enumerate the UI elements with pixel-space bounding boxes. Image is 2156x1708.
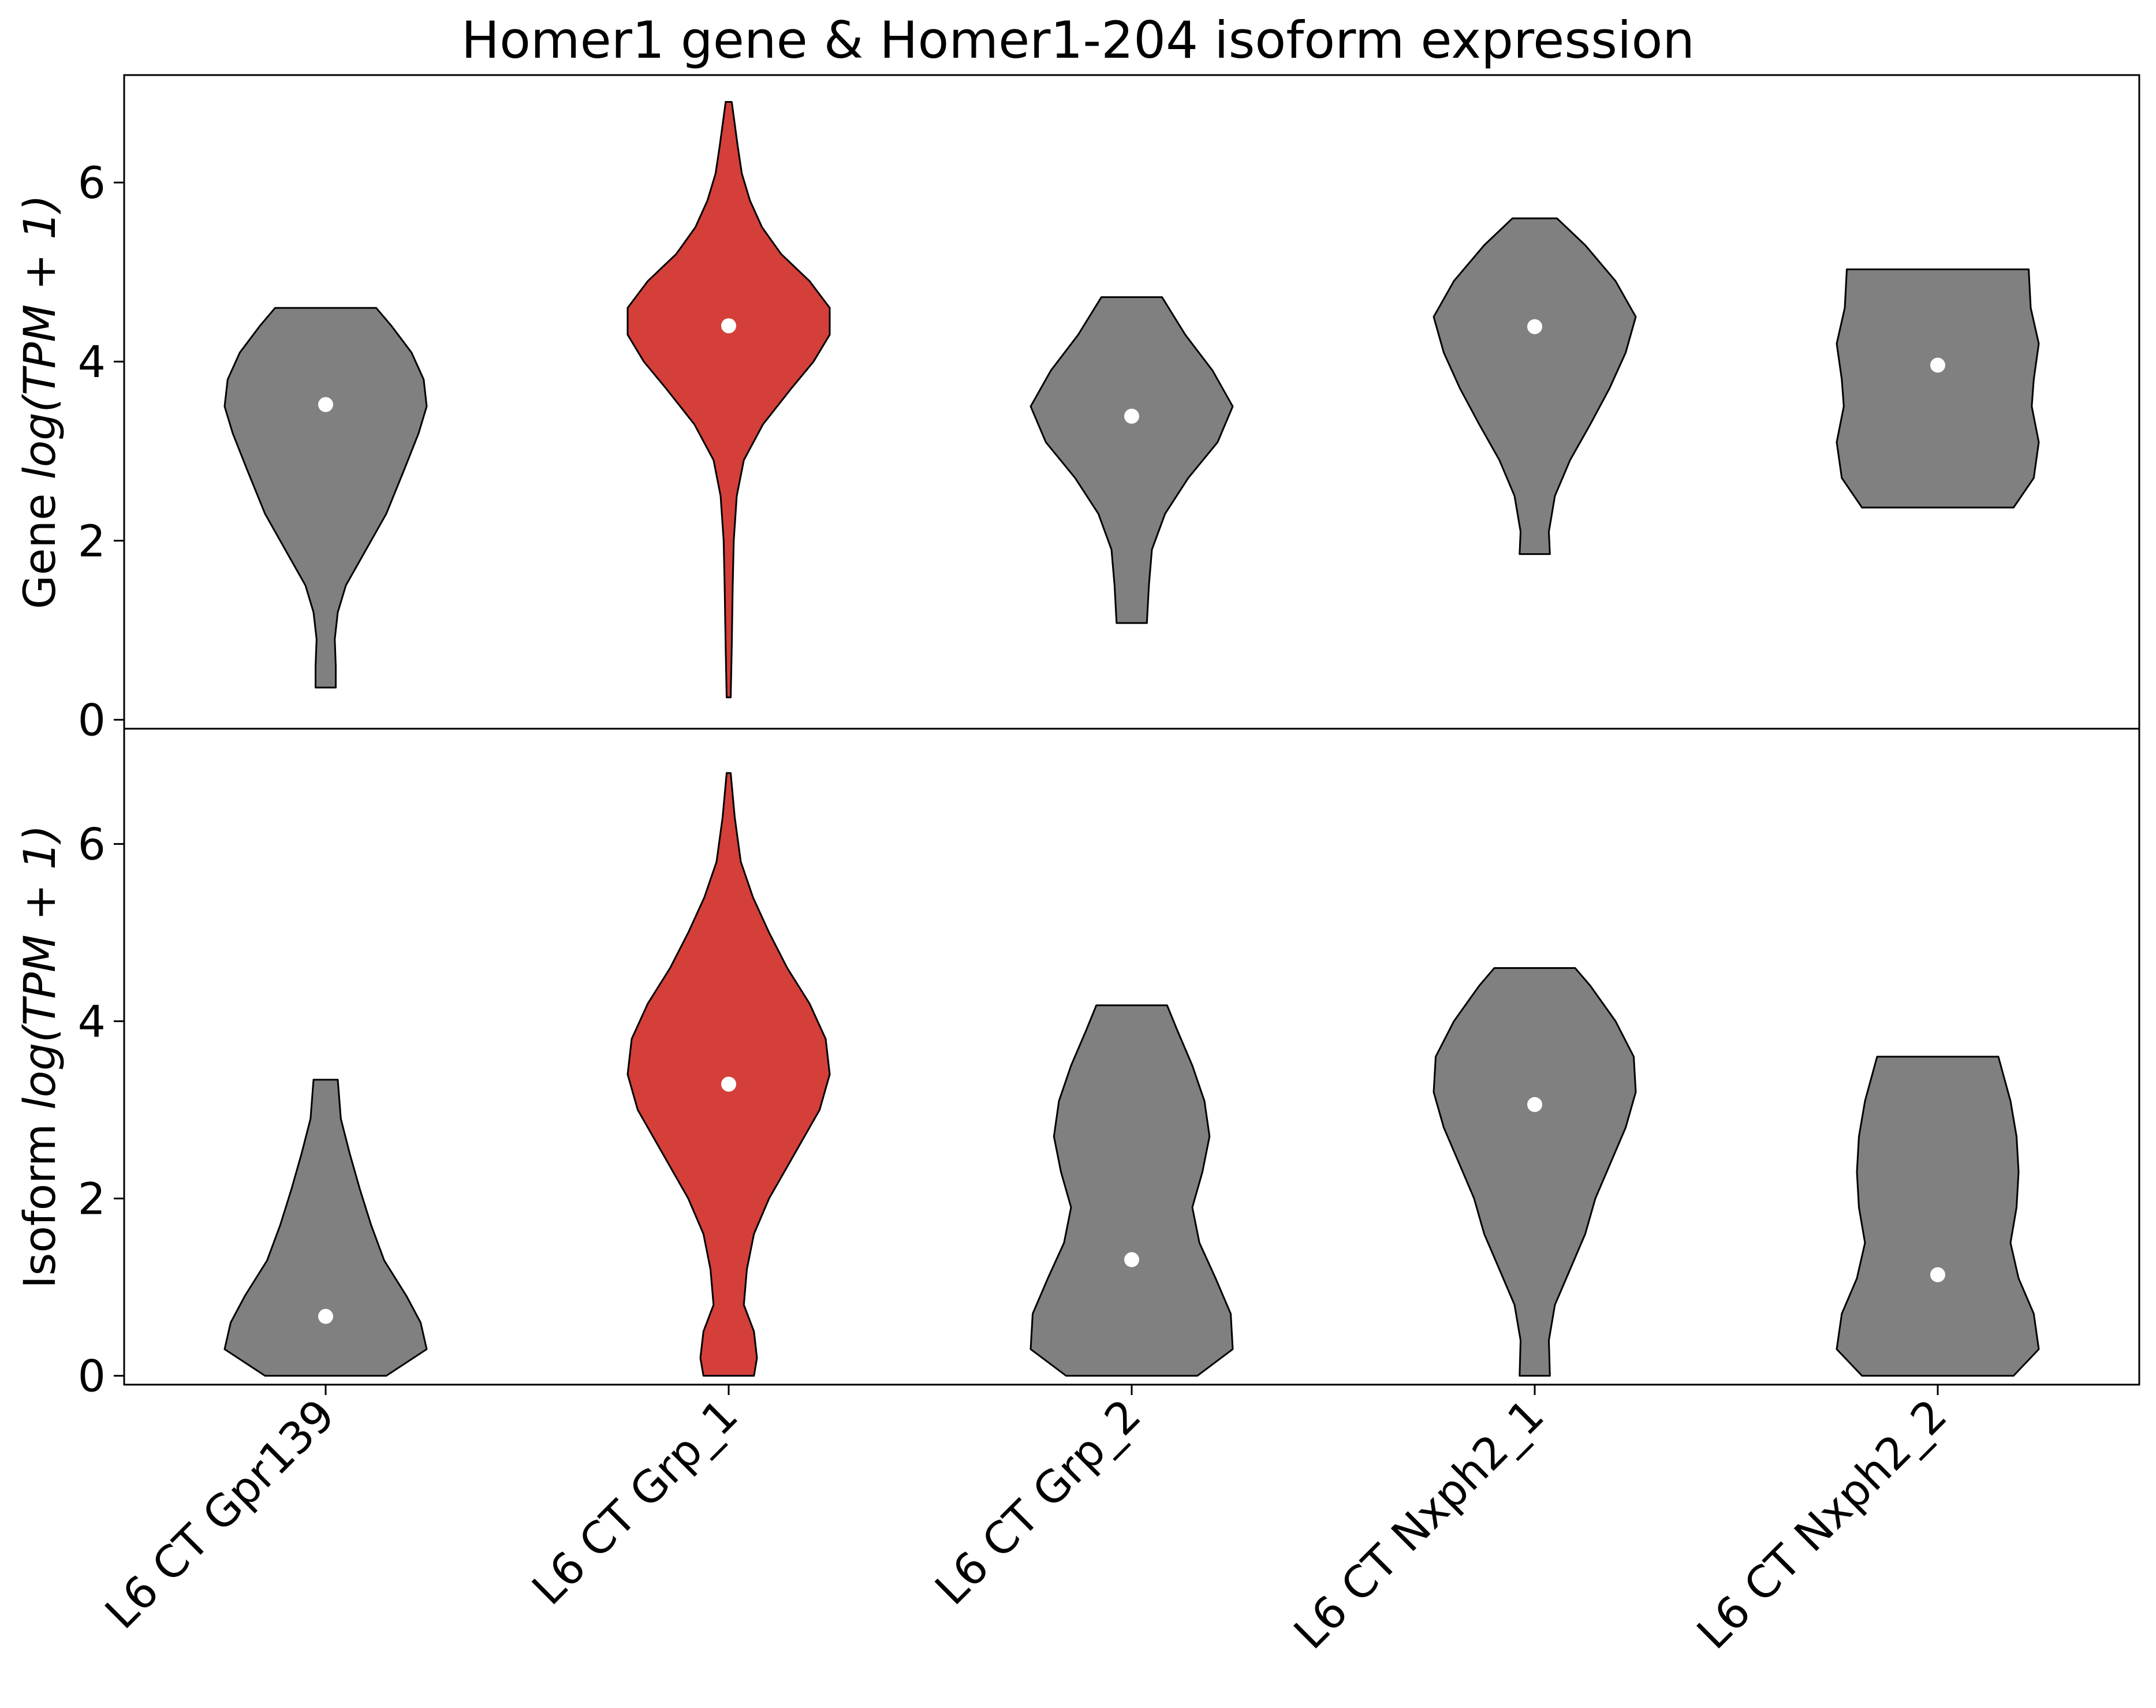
x-axis: L6 CT Gpr139 L6 CT Grp_1 L6 CT Grp_2 L6 CT … bbox=[95, 1385, 1957, 1659]
violin-gene-3 bbox=[1029, 296, 1234, 624]
y-tick-label: 0 bbox=[78, 1351, 106, 1402]
median-marker bbox=[721, 318, 736, 334]
y-tick-label: 6 bbox=[78, 819, 106, 870]
y-axis-label: Isoform log(TPM + 1) bbox=[14, 825, 65, 1288]
x-tick-label: L6 CT Nxph2_2 bbox=[1687, 1389, 1957, 1659]
y-tick-label: 0 bbox=[78, 694, 106, 745]
panel-isoform: 0 2 4 6 Isoform log(TPM + 1) bbox=[14, 728, 2140, 1402]
y-tick-label: 4 bbox=[78, 336, 106, 387]
violin-isoform-4 bbox=[1433, 967, 1637, 1377]
median-marker bbox=[318, 397, 333, 412]
x-tick-label: L6 CT Nxph2_1 bbox=[1284, 1389, 1554, 1659]
y-axis-label: Gene log(TPM + 1) bbox=[14, 195, 65, 609]
median-marker bbox=[318, 1308, 333, 1324]
plot-panels: 0 2 4 6 Gene log(TPM + 1) 0 2 4 6 Isoform log(TPM… bbox=[14, 74, 2140, 1402]
x-tick-label: L6 CT Grp_2 bbox=[925, 1389, 1150, 1614]
median-marker bbox=[1930, 357, 1945, 373]
violin-gene-1 bbox=[223, 307, 428, 689]
violin-isoform-2 bbox=[626, 772, 831, 1377]
y-tick-label: 6 bbox=[78, 157, 106, 208]
violin-gene-4 bbox=[1433, 217, 1637, 555]
violin-isoform-1 bbox=[223, 1079, 428, 1377]
median-marker bbox=[721, 1076, 736, 1092]
chart-title: Homer1 gene & Homer1-204 isoform express… bbox=[461, 10, 1695, 70]
median-marker bbox=[1124, 408, 1139, 424]
x-tick-label: L6 CT Grp_1 bbox=[522, 1389, 747, 1614]
y-tick-label: 2 bbox=[78, 1173, 106, 1225]
violin-isoform-5 bbox=[1836, 1056, 2040, 1377]
panel-gene: 0 2 4 6 Gene log(TPM + 1) bbox=[14, 74, 2140, 745]
median-marker bbox=[1930, 1267, 1945, 1282]
violin-gene-2 bbox=[626, 101, 831, 699]
y-tick-label: 2 bbox=[78, 515, 106, 566]
median-marker bbox=[1527, 1097, 1542, 1112]
median-marker bbox=[1124, 1252, 1139, 1267]
violin-gene-5 bbox=[1836, 268, 2040, 509]
violin-isoform-3 bbox=[1029, 1004, 1234, 1377]
median-marker bbox=[1527, 319, 1542, 334]
y-tick-label: 4 bbox=[78, 996, 106, 1047]
x-tick-label: L6 CT Gpr139 bbox=[95, 1389, 345, 1639]
